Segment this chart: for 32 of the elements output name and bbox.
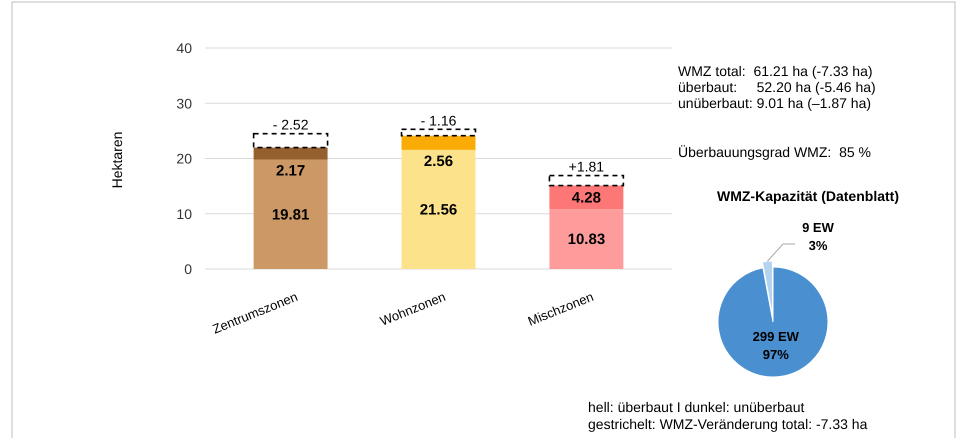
data-label: - 2.52 xyxy=(272,116,309,133)
y-axis-title: Hektaren xyxy=(109,132,125,188)
text: unüberbaut: 9.01 ha (–1.87 ha) xyxy=(678,95,872,111)
y-tick-label: 20 xyxy=(176,150,192,166)
text: WMZ total: 61.21 ha (-7.33 ha) xyxy=(678,63,873,79)
y-tick-label: 10 xyxy=(176,206,192,222)
chart-title: WMZ-Kapazität (Datenblatt) xyxy=(717,188,899,204)
y-tick-label: 0 xyxy=(184,261,192,277)
data-label: 9 EW 3% xyxy=(802,220,835,253)
text: überbaut: 52.20 ha (-5.46 ha) xyxy=(678,79,876,95)
y-tick-label: 40 xyxy=(176,40,192,56)
bar xyxy=(254,148,328,160)
bar xyxy=(402,150,476,269)
data-label: 299 EW 97% xyxy=(752,329,800,362)
data-label: - 1.16 xyxy=(420,112,457,128)
bar xyxy=(549,209,624,269)
data-label: 10.83 xyxy=(568,231,606,248)
data-label: 19.81 xyxy=(272,206,310,224)
bar xyxy=(252,132,328,148)
data-label: +1.81 xyxy=(568,158,604,175)
y-tick-label: 30 xyxy=(176,95,192,112)
bar xyxy=(400,128,476,137)
text: Überbauungsgrad WMZ: 85 % xyxy=(678,144,871,160)
bar xyxy=(548,174,624,186)
data-label: 2.56 xyxy=(424,152,454,170)
bar xyxy=(402,136,476,150)
text: hell: überbaut I dunkel: unüberbaut xyxy=(588,399,804,415)
text: gestrichelt: WMZ-Veränderung total: -7.33 ha xyxy=(588,416,868,432)
data-label: 21.56 xyxy=(420,201,458,218)
data-label: 2.17 xyxy=(276,162,306,180)
bar xyxy=(254,160,328,269)
data-label: 4.28 xyxy=(572,189,602,206)
